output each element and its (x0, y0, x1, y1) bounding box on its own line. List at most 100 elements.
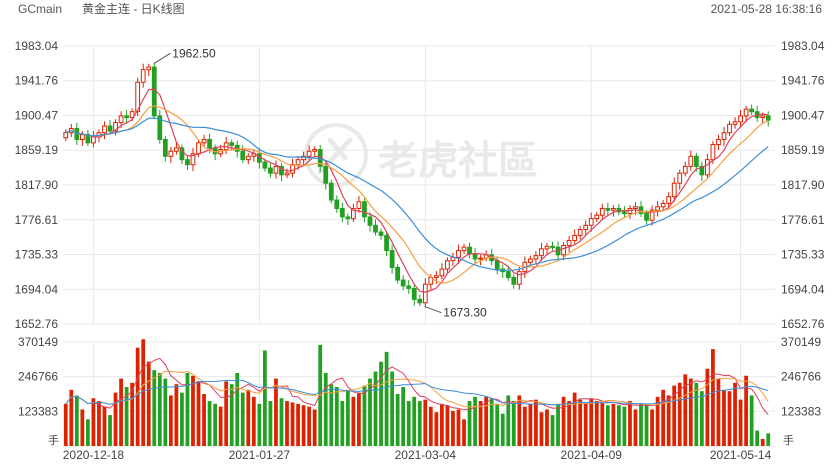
volume-bar (63, 403, 68, 446)
candle-body (738, 115, 743, 123)
volume-bar (727, 391, 732, 446)
candle-body (295, 159, 301, 166)
candle-body (577, 229, 583, 236)
volume-bar (644, 405, 649, 446)
candle-body (190, 153, 196, 166)
watermark-text: 老虎社區 (378, 139, 538, 183)
candle-body (732, 121, 738, 125)
symbol-label: GCmain (18, 2, 62, 16)
candle-body (168, 150, 174, 157)
candle-body (566, 239, 572, 247)
volume-bar (130, 382, 135, 446)
candle-body (682, 165, 688, 174)
volume-bar (528, 403, 533, 446)
y-tick-label-left: 1983.04 (15, 39, 59, 53)
volume-bars (63, 339, 771, 446)
volume-bar (434, 412, 439, 446)
x-tick-label: 2021-04-09 (561, 448, 623, 462)
volume-bar (268, 401, 273, 446)
candle-body (79, 133, 85, 140)
volume-bar (428, 406, 433, 446)
volume-bar (583, 403, 588, 446)
candle-body (760, 115, 766, 119)
ma20-line (65, 117, 769, 271)
candle-body (511, 277, 517, 285)
high-price-label: 1962.50 (172, 46, 216, 60)
volume-bar (213, 403, 217, 446)
candle-body (533, 255, 539, 260)
x-tick-label: 2021-05-14 (710, 448, 772, 462)
candle-body (229, 142, 235, 146)
candle-body (660, 202, 666, 208)
candle-body (129, 111, 135, 119)
volume-bar (307, 406, 312, 446)
candle-body (494, 260, 500, 270)
volume-bar (440, 403, 444, 446)
volume-bar (561, 396, 566, 446)
volume-bar (578, 399, 583, 446)
y-tick-label-left: 1817.90 (15, 178, 59, 192)
volume-unit-label-left: 手 (48, 433, 59, 447)
ma5-line (65, 88, 769, 293)
volume-bar (600, 402, 605, 446)
volume-bar (478, 401, 483, 446)
volume-bar (263, 350, 267, 446)
volume-bar (340, 401, 345, 446)
volume-bar (589, 398, 594, 446)
volume-bar (185, 372, 190, 446)
volume-bar (572, 392, 577, 446)
volume-bar (218, 406, 223, 446)
volume-bar (345, 389, 350, 446)
volume-bar (766, 433, 771, 446)
volume-tick-label-left: 370149 (18, 335, 58, 349)
volume-bar (207, 401, 212, 446)
candle-body (334, 199, 340, 209)
y-tick-label-left: 1900.47 (15, 109, 59, 123)
volume-bar (672, 385, 677, 446)
volume-bar (451, 410, 455, 446)
volume-bar (556, 403, 560, 446)
candle-body (461, 246, 467, 252)
candle-body (539, 248, 544, 257)
candle-body (102, 125, 107, 134)
volume-bar (511, 401, 516, 446)
volume-bar (716, 378, 721, 446)
candle-body (561, 245, 566, 256)
volume-bar (202, 394, 206, 446)
x-tick-label: 2021-03-04 (395, 448, 457, 462)
candle-body (162, 138, 168, 157)
volume-bar (312, 409, 317, 446)
candle-body (196, 142, 201, 155)
volume-bar (467, 401, 472, 446)
volume-bar (240, 392, 245, 446)
volume-bar (69, 389, 74, 446)
volume-tick-label-right: 246766 (781, 370, 821, 384)
candle-body (389, 250, 395, 268)
candle-body (693, 155, 699, 167)
volume-bar (567, 401, 571, 446)
candlesticks (63, 62, 771, 308)
volume-bar (229, 384, 234, 446)
volume-bar (506, 395, 511, 446)
candle-body (472, 253, 478, 260)
volume-bar (495, 403, 500, 446)
volume-bar (417, 401, 422, 446)
volume-bar (594, 401, 599, 446)
candle-body (727, 123, 732, 134)
volume-bar (390, 371, 394, 446)
volume-bar (384, 351, 389, 446)
candle-body (273, 165, 279, 174)
volume-bar (323, 372, 328, 446)
candle-body (411, 287, 417, 300)
chart-title: 黄金主连 - 日K线图 (82, 1, 185, 16)
volume-bar (617, 405, 621, 446)
volume-bar (749, 395, 754, 446)
volume-bar (274, 378, 278, 446)
y-tick-label-right: 1652.76 (781, 317, 825, 331)
x-tick-label: 2021-01-27 (229, 448, 291, 462)
candle-body (588, 218, 594, 226)
y-tick-label-left: 1652.76 (15, 317, 59, 331)
volume-bar (605, 405, 610, 446)
candle-body (478, 257, 483, 260)
